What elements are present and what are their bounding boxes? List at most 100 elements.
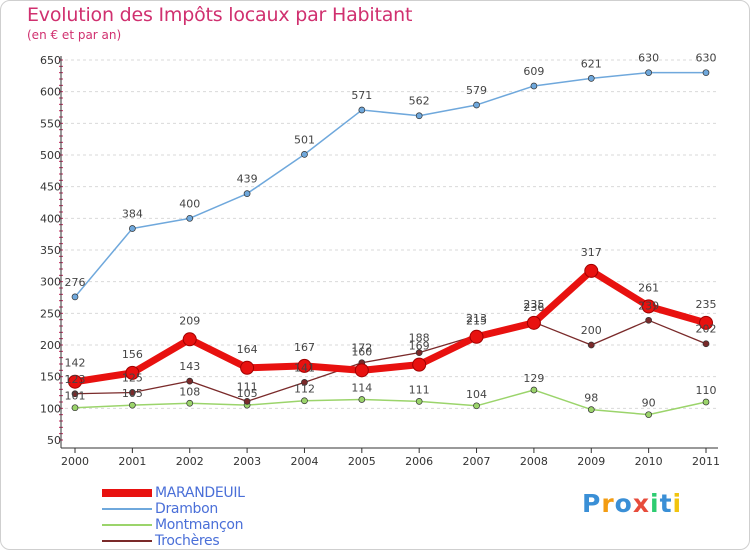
data-label: 104: [466, 388, 487, 401]
data-point: [68, 374, 82, 389]
data-label: 125: [122, 372, 143, 385]
data-point: [243, 190, 251, 197]
data-point: [584, 263, 599, 278]
legend-swatch: [102, 508, 152, 510]
data-label: 110: [696, 384, 717, 397]
data-point: [415, 349, 423, 356]
data-point: [186, 399, 194, 407]
data-point: [530, 386, 538, 394]
series-line-2: [74, 389, 707, 416]
data-point: [645, 316, 652, 324]
data-label: 579: [466, 84, 487, 97]
data-label: 143: [179, 360, 200, 373]
x-tick-label: 2005: [348, 455, 376, 468]
data-label: 112: [294, 383, 315, 396]
data-label: 200: [581, 324, 602, 337]
data-label: 164: [237, 343, 258, 356]
data-label: 384: [122, 207, 143, 220]
data-point: [129, 225, 136, 232]
y-tick-label: 50: [47, 434, 61, 447]
data-point: [301, 397, 308, 405]
legend-label: Montmançon: [155, 517, 244, 533]
data-point: [412, 357, 427, 372]
legend-swatch: [102, 524, 152, 526]
legend-swatch: [102, 489, 152, 497]
data-label: 156: [122, 348, 143, 361]
data-point: [702, 340, 710, 348]
x-tick-label: 2010: [635, 455, 663, 468]
data-point: [297, 358, 312, 373]
data-point: [587, 75, 595, 82]
data-label: 98: [584, 392, 598, 405]
data-label: 213: [466, 312, 487, 325]
series-line-1: [74, 71, 706, 298]
x-tick-label: 2007: [463, 455, 491, 468]
data-label: 105: [122, 387, 143, 400]
data-point: [301, 151, 308, 158]
data-point: [186, 377, 194, 385]
axes: 50 100 150 200 250 300 350 400 450 500 550 600 650 20…: [40, 54, 720, 468]
data-label: 111: [237, 380, 258, 393]
data-label: 235: [696, 298, 717, 311]
data-label: 160: [351, 345, 372, 358]
data-point: [699, 315, 713, 330]
data-label: 215: [466, 315, 487, 328]
chart-subtitle: (en € et par an): [27, 28, 122, 42]
data-label: 630: [638, 52, 659, 65]
data-label: 142: [65, 357, 86, 370]
legend-swatch: [102, 540, 152, 542]
data-point: [125, 365, 140, 380]
y-tick-label: 150: [40, 371, 61, 384]
y-tick-label: 500: [40, 149, 61, 162]
data-label: 101: [65, 390, 86, 403]
data-point: [129, 389, 136, 396]
data-point: [129, 401, 136, 409]
data-point: [645, 69, 652, 77]
x-tick-label: 2011: [692, 455, 720, 468]
data-label: 621: [581, 57, 602, 70]
data-label: 141: [294, 361, 315, 374]
data-label: 630: [696, 52, 717, 65]
data-point: [358, 106, 366, 114]
x-tick-label: 2002: [176, 455, 204, 468]
data-label: 129: [523, 372, 544, 385]
data-point: [182, 332, 197, 347]
x-tick-label: 2000: [61, 455, 89, 468]
y-tick-label: 250: [40, 307, 61, 320]
y-tick-label: 200: [40, 339, 61, 352]
data-point: [358, 396, 366, 403]
y-tick-label: 350: [40, 244, 61, 257]
data-label: 167: [294, 341, 315, 354]
data-label: 571: [351, 89, 372, 102]
y-tick-label: 450: [40, 181, 61, 194]
data-label: 562: [409, 95, 430, 108]
data-label: 276: [65, 276, 86, 289]
series-line-3: [74, 319, 707, 403]
x-tick-label: 2006: [405, 455, 433, 468]
legend-label: MARANDEUIL: [155, 485, 245, 501]
data-label: 114: [351, 381, 372, 394]
data-label: 90: [642, 397, 656, 410]
data-point: [473, 402, 480, 410]
data-label: 317: [581, 246, 602, 259]
y-tick-label: 400: [40, 212, 61, 225]
x-tick-label: 2009: [577, 455, 605, 468]
data-label: 111: [409, 383, 430, 396]
data-point: [530, 82, 538, 90]
data-point: [641, 299, 656, 314]
data-point: [702, 69, 710, 77]
data-point: [71, 404, 79, 412]
data-point: [587, 406, 595, 413]
data-point: [469, 329, 484, 344]
y-tick-label: 600: [40, 86, 61, 99]
x-tick-label: 2001: [118, 455, 146, 468]
y-tick-label: 550: [40, 117, 61, 130]
data-label: 108: [179, 385, 200, 398]
data-label: 439: [237, 173, 258, 186]
data-label: 236: [523, 301, 544, 314]
data-label: 172: [351, 342, 372, 355]
chart-title: Evolution des Impôts locaux par Habitant: [27, 4, 413, 26]
data-label: 123: [65, 373, 86, 386]
data-label: 400: [179, 197, 200, 210]
